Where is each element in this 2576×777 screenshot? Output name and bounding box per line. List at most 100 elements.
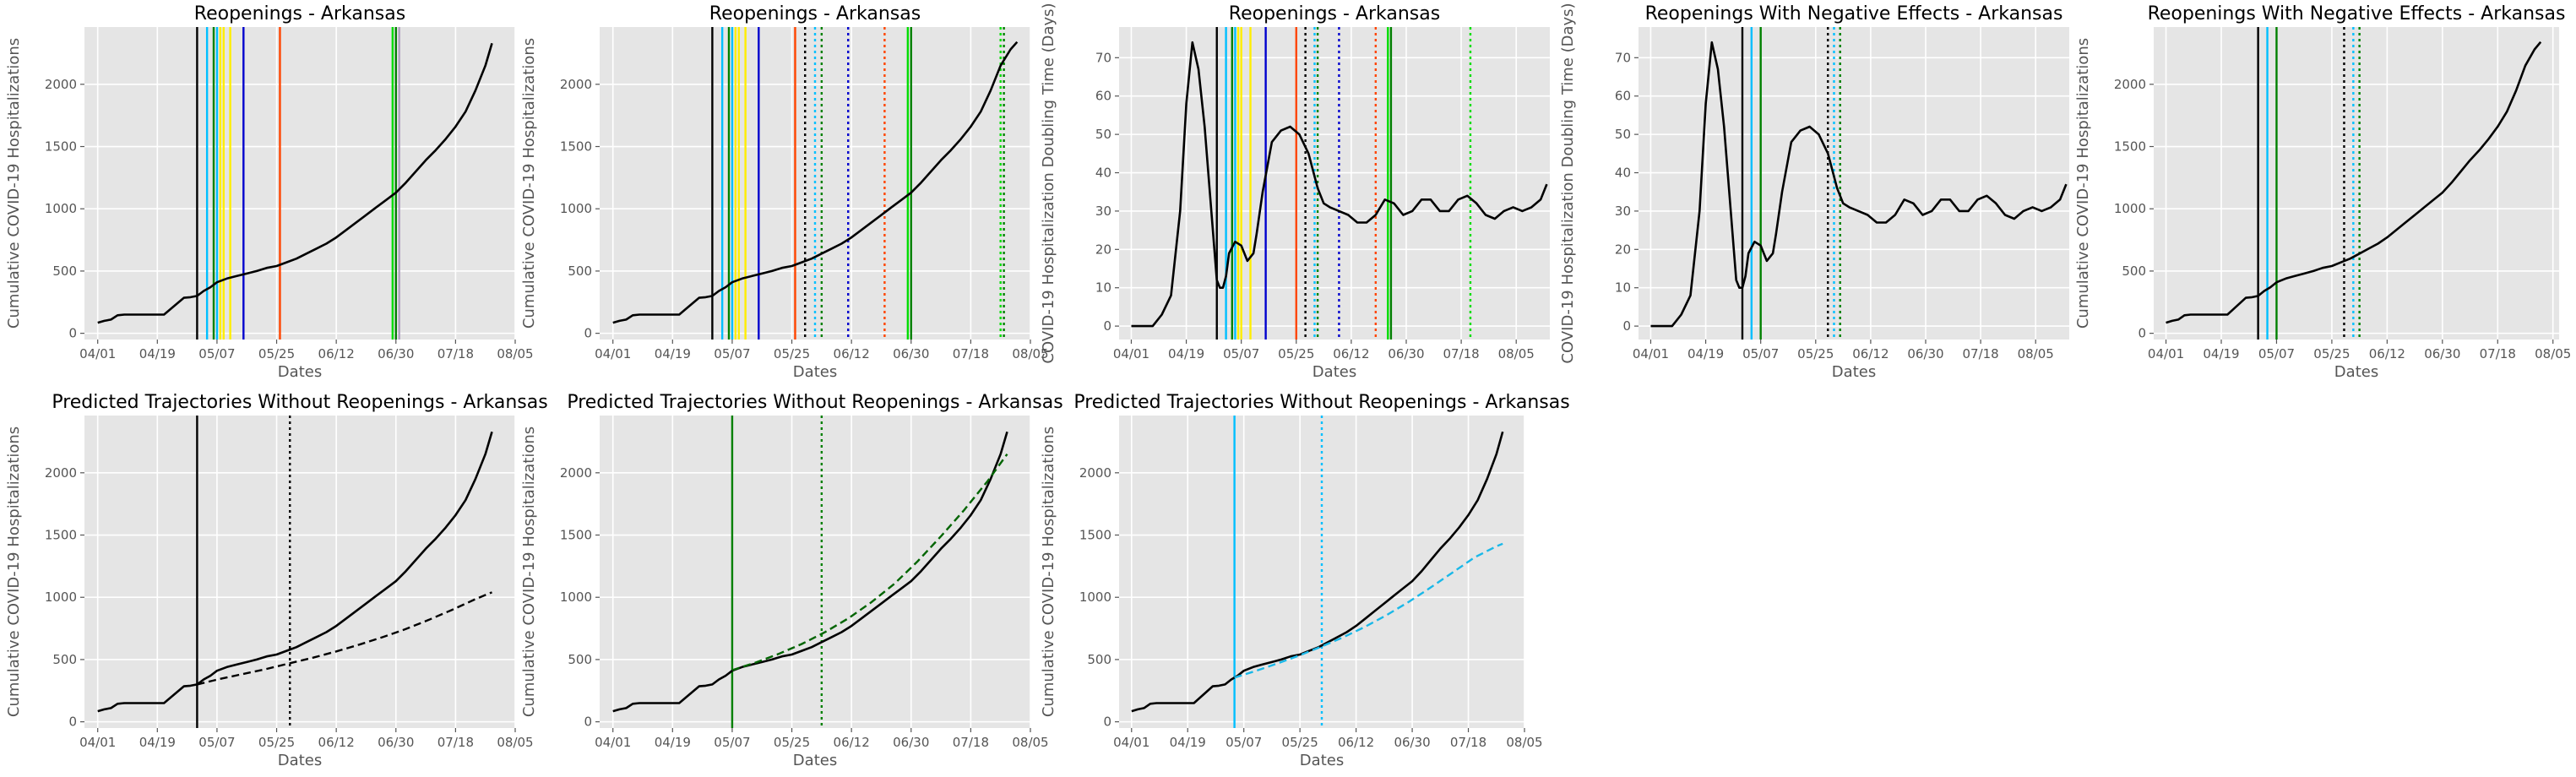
projection-line — [197, 591, 492, 686]
x-axis-label: Dates — [1312, 363, 1356, 381]
plot-area — [1639, 27, 2069, 340]
y-tick-label: 30 — [1615, 204, 1631, 219]
y-tick-label: 2000 — [45, 77, 77, 92]
x-axis-label: Dates — [2334, 363, 2378, 381]
x-tick-label: 04/19 — [139, 346, 176, 361]
y-tick-label: 500 — [52, 264, 77, 279]
y-tick-label: 50 — [1095, 127, 1111, 142]
x-axis-label: Dates — [278, 752, 322, 769]
series-line — [2166, 41, 2542, 324]
y-tick-label: 500 — [568, 652, 592, 667]
y-axis-label: COVID-19 Hospitalization Doubling Time (… — [1559, 3, 1577, 363]
x-tick-label: 05/07 — [714, 346, 750, 361]
x-tick-label: 07/18 — [953, 346, 989, 361]
chart-title: Predicted Trajectories Without Reopening… — [52, 392, 547, 413]
x-tick-label: 04/19 — [655, 735, 691, 750]
chart-6: 0 500 1000 1500 2000 04/01 04/19 05/07 05/25 06/1… — [5, 392, 548, 769]
y-tick-label: 1500 — [1079, 528, 1111, 543]
y-tick-label: 1000 — [2114, 201, 2146, 216]
x-tick-label: 07/18 — [1450, 735, 1486, 750]
x-tick-label: 04/01 — [595, 346, 631, 361]
x-tick-label: 06/12 — [834, 346, 870, 361]
chart-title: Reopenings - Arkansas — [194, 3, 405, 24]
y-tick-label: 2000 — [1079, 465, 1111, 481]
y-axis-label: Cumulative COVID-19 Hospitalizations — [1040, 427, 1057, 717]
x-tick-label: 07/18 — [953, 735, 989, 750]
y-tick-label: 70 — [1615, 50, 1631, 65]
y-tick-label: 2000 — [560, 77, 592, 92]
series-line — [1650, 41, 2068, 328]
x-tick-label: 07/18 — [437, 346, 474, 361]
y-tick-label: 500 — [2122, 264, 2146, 279]
plot-area — [84, 416, 515, 728]
x-axis-label: Dates — [793, 752, 837, 769]
y-tick-label: 0 — [584, 715, 592, 730]
y-tick-label: 1000 — [560, 590, 592, 605]
x-tick-label: 05/07 — [198, 735, 235, 750]
y-axis-label: Cumulative COVID-19 Hospitalizations — [520, 38, 538, 329]
x-tick-label: 05/25 — [258, 735, 295, 750]
x-tick-label: 06/12 — [318, 735, 355, 750]
chart-title: Predicted Trajectories Without Reopening… — [1073, 392, 1569, 413]
x-tick-label: 08/05 — [1506, 735, 1542, 750]
x-axis-label: Dates — [278, 363, 322, 381]
y-tick-label: 40 — [1095, 166, 1111, 181]
y-axis-label: COVID-19 Hospitalization Doubling Time (… — [1040, 3, 1057, 363]
y-tick-label: 30 — [1095, 204, 1111, 219]
x-tick-label: 04/19 — [2203, 346, 2239, 361]
x-tick-label: 04/01 — [1113, 735, 1149, 750]
x-tick-label: 05/25 — [258, 346, 295, 361]
x-tick-label: 06/30 — [1388, 346, 1424, 361]
chart-5: 0 500 1000 1500 2000 04/01 04/19 05/07 05/25 06/1… — [2074, 3, 2571, 381]
x-tick-label: 05/25 — [774, 346, 810, 361]
x-tick-label: 04/01 — [1633, 346, 1669, 361]
y-tick-label: 1000 — [45, 590, 77, 605]
x-tick-label: 06/12 — [1338, 735, 1374, 750]
x-tick-label: 08/05 — [497, 735, 533, 750]
chart-3: 0 10 20 30 40 50 60 70 04/01 04/19 05/07 05/25 06/12… — [1040, 3, 1550, 381]
x-tick-label: 06/30 — [893, 346, 929, 361]
y-tick-label: 60 — [1615, 89, 1631, 104]
x-tick-label: 08/05 — [2018, 346, 2054, 361]
x-tick-label: 04/01 — [2148, 346, 2184, 361]
y-tick-label: 40 — [1615, 166, 1631, 181]
x-tick-label: 06/12 — [834, 735, 870, 750]
projection-line — [1234, 542, 1503, 679]
y-tick-label: 20 — [1615, 242, 1631, 257]
x-tick-label: 07/18 — [1962, 346, 1998, 361]
y-tick-label: 70 — [1095, 50, 1111, 65]
x-axis-label: Dates — [793, 363, 837, 381]
x-tick-label: 05/07 — [1742, 346, 1779, 361]
x-tick-label: 08/05 — [1012, 346, 1048, 361]
x-tick-label: 04/01 — [79, 346, 116, 361]
y-tick-label: 0 — [1103, 715, 1111, 730]
chart-title: Reopenings - Arkansas — [1229, 3, 1440, 24]
x-axis-label: Dates — [1300, 752, 1344, 769]
x-tick-label: 05/07 — [2258, 346, 2295, 361]
x-tick-label: 05/25 — [1282, 735, 1318, 750]
x-tick-label: 05/25 — [774, 735, 810, 750]
chart-title: Reopenings With Negative Effects - Arkan… — [1645, 3, 2063, 24]
chart-1: 0 500 1000 1500 2000 04/01 04/19 05/07 05/25 06/1… — [5, 3, 534, 381]
x-tick-label: 06/30 — [1907, 346, 1943, 361]
x-tick-label: 04/01 — [595, 735, 631, 750]
plot-area — [84, 27, 515, 340]
y-tick-label: 2000 — [560, 465, 592, 481]
x-tick-label: 06/12 — [318, 346, 355, 361]
y-tick-label: 1500 — [45, 139, 77, 155]
y-tick-label: 0 — [68, 715, 77, 730]
y-tick-label: 1000 — [45, 201, 77, 216]
y-tick-label: 500 — [568, 264, 592, 279]
x-tick-label: 05/25 — [1797, 346, 1834, 361]
y-tick-label: 1000 — [560, 201, 592, 216]
y-tick-label: 10 — [1095, 280, 1111, 296]
y-tick-label: 20 — [1095, 242, 1111, 257]
x-tick-label: 06/12 — [1852, 346, 1889, 361]
y-tick-label: 0 — [2138, 326, 2146, 341]
series-line — [612, 41, 1019, 324]
x-tick-label: 05/07 — [1223, 346, 1259, 361]
x-tick-label: 04/19 — [1170, 735, 1206, 750]
x-tick-label: 05/25 — [1278, 346, 1314, 361]
y-axis-label: Cumulative COVID-19 Hospitalizations — [2074, 38, 2092, 329]
plot-area — [1119, 27, 1550, 340]
